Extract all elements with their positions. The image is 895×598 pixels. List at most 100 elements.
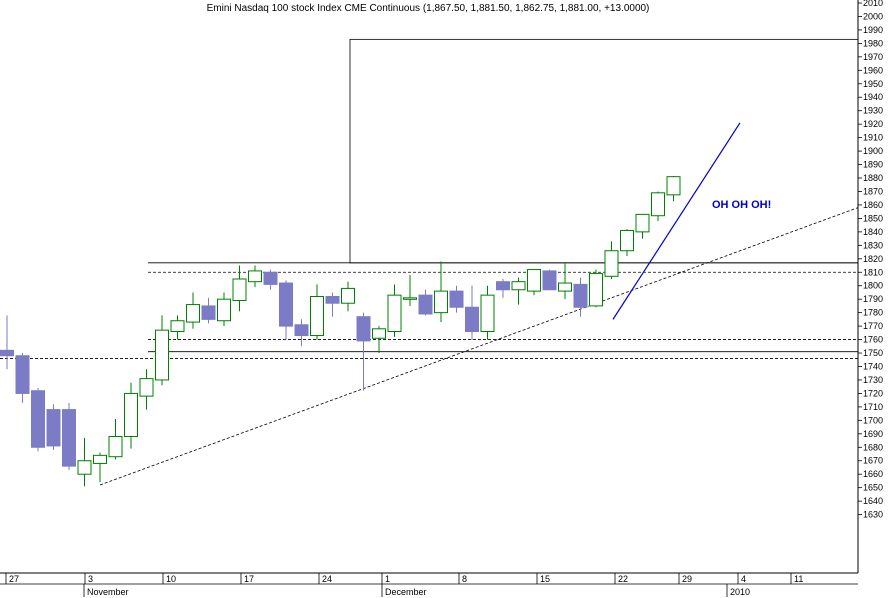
chart-title: Emini Nasdaq 100 stock Index CME Continu… [207, 3, 650, 14]
down-candle [418, 289, 433, 316]
candle-body [201, 305, 216, 320]
x-tick-label: 3 [88, 574, 93, 584]
down-candle [279, 280, 293, 340]
candle-body [325, 295, 340, 304]
candle-body [186, 304, 200, 323]
y-tick-label: 1830 [863, 240, 883, 250]
up-candle [558, 262, 572, 300]
up-candle [666, 175, 681, 202]
candle-body [511, 281, 526, 291]
candle-body [418, 294, 433, 315]
down-candle [201, 297, 216, 324]
down-candle [31, 388, 45, 452]
y-tick-label: 1930 [863, 106, 883, 116]
candle-body [635, 213, 650, 233]
y-tick-label: 1950 [863, 79, 883, 89]
x-tick-label: 24 [322, 574, 332, 584]
annotation-text: OH OH OH! [712, 199, 771, 211]
y-tick-label: 1710 [863, 402, 883, 412]
candle-body [465, 306, 479, 332]
y-tick-label: 1870 [863, 186, 883, 196]
y-tick-label: 1890 [863, 160, 883, 170]
y-tick-label: 1980 [863, 38, 883, 48]
y-tick-label: 1900 [863, 146, 883, 156]
up-candle [372, 326, 386, 354]
y-tick-label: 1880 [863, 173, 883, 183]
y-tick-label: 1790 [863, 294, 883, 304]
candle-body [77, 460, 92, 475]
candle-body [573, 283, 588, 308]
y-tick-label: 1760 [863, 335, 883, 345]
y-tick-label: 1720 [863, 388, 883, 398]
candles [0, 175, 681, 487]
y-tick-label: 1920 [863, 119, 883, 129]
candle-body [108, 436, 123, 458]
candle-body [124, 392, 138, 438]
up-candle [480, 285, 495, 340]
y-tick-label: 1650 [863, 483, 883, 493]
down-candle [465, 285, 479, 340]
y-tick-label: 1780 [863, 308, 883, 318]
candle-body [279, 282, 293, 327]
candle-body [294, 324, 309, 337]
up-candle [387, 284, 402, 337]
candle-body [480, 294, 495, 332]
candle-body [542, 270, 557, 291]
y-tick-label: 1840 [863, 227, 883, 237]
up-candle [170, 315, 185, 340]
candle-body [93, 454, 107, 464]
y-tick-label: 1630 [863, 510, 883, 520]
y-tick-label: 2000 [863, 11, 883, 21]
y-tick-label: 1690 [863, 429, 883, 439]
candle-body [403, 297, 417, 300]
candle-body [356, 316, 371, 342]
candle-body [170, 320, 185, 332]
up-candle [434, 261, 448, 323]
month-label: December [385, 587, 427, 597]
candle-body [46, 409, 61, 447]
y-tick-label: 1700 [863, 415, 883, 425]
candle-body [31, 390, 45, 448]
up-candle [310, 284, 324, 340]
up-candle [217, 292, 231, 327]
candle-body [155, 329, 169, 381]
candle-body [62, 409, 76, 467]
down-candle [46, 404, 61, 450]
up-candle [108, 419, 123, 460]
target-box [349, 38, 859, 264]
candle-body [15, 355, 30, 394]
y-tick-label: 1860 [863, 200, 883, 210]
y-tick-label: 1670 [863, 456, 883, 466]
up-candle [604, 241, 619, 279]
down-candle [542, 269, 557, 291]
candle-body [651, 192, 665, 217]
down-candle [15, 353, 30, 403]
candle-body [387, 294, 402, 332]
reference-lines [0, 38, 859, 486]
y-tick-label: 1660 [863, 469, 883, 479]
up-candle [155, 315, 169, 386]
y-tick-label: 1990 [863, 25, 883, 35]
candle-body [434, 290, 448, 314]
up-candle [232, 265, 247, 312]
up-candle [248, 265, 262, 288]
candle-body [449, 290, 464, 308]
month-label: November [87, 587, 129, 597]
y-tick-label: 1740 [863, 362, 883, 372]
up-candle [186, 292, 200, 329]
y-tick-label: 1910 [863, 133, 883, 143]
steep-trendline [612, 122, 741, 320]
up-candle [93, 452, 107, 483]
y-tick-label: 1640 [863, 496, 883, 506]
down-candle [0, 315, 14, 370]
candle-body [310, 295, 324, 337]
up-candle [403, 274, 417, 306]
y-tick-label: 1770 [863, 321, 883, 331]
x-tick-label: 15 [540, 574, 550, 584]
up-candle [620, 229, 634, 257]
up-candle [77, 437, 92, 487]
down-candle [356, 312, 371, 391]
y-tick-label: 1750 [863, 348, 883, 358]
x-tick-label: 27 [9, 574, 19, 584]
candle-body [139, 378, 154, 397]
